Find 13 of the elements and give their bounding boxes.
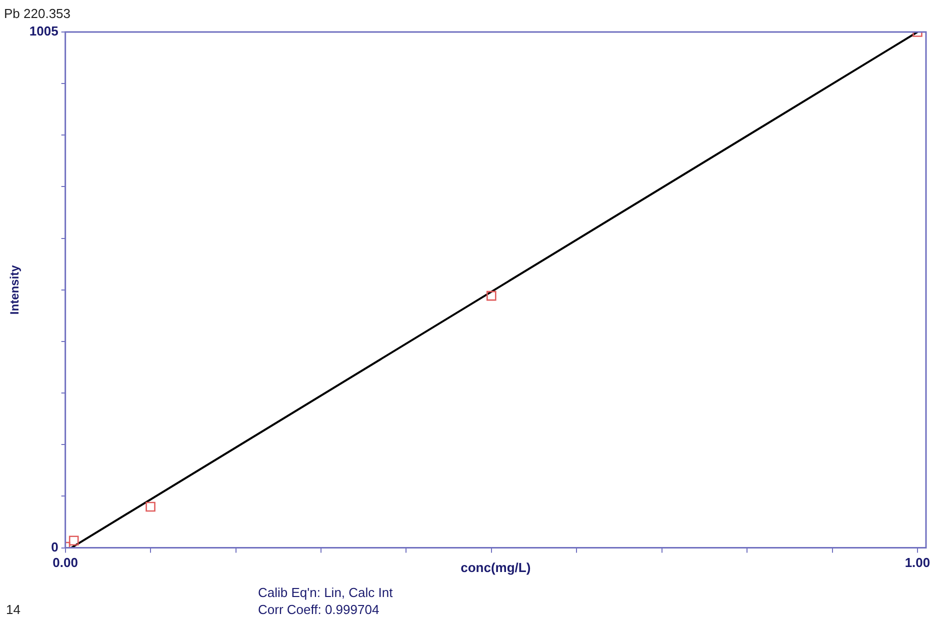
x-tick-label: 1.00 <box>904 555 930 570</box>
x-axis-title: conc(mg/L) <box>460 560 531 575</box>
y-axis-title: Intensity <box>8 264 22 315</box>
point <box>146 502 156 512</box>
text: Corr Coeff: 0.999704 <box>258 601 380 618</box>
text: 14 <box>6 602 20 617</box>
y-tick-label: 0 <box>51 539 58 554</box>
point <box>486 290 496 301</box>
text: Calib Eq'n: Lin, Calc Int <box>258 584 393 601</box>
chart-title: Pb 220.353 <box>4 6 71 21</box>
x-tick-label: 0.00 <box>52 555 78 570</box>
point <box>68 536 79 546</box>
y-tick-label: 1005 <box>29 24 58 39</box>
